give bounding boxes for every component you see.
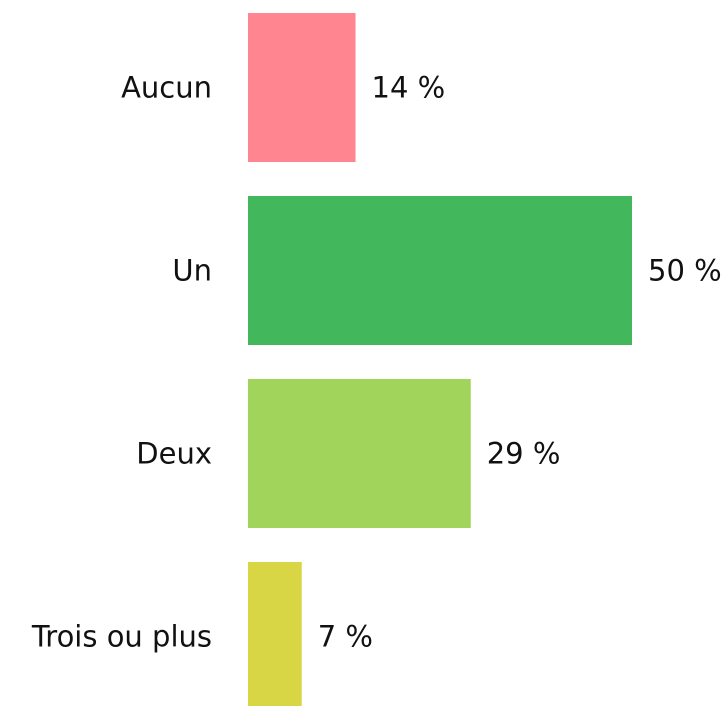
bar [248, 196, 632, 345]
bar [248, 379, 471, 528]
category-label: Trois ou plus [31, 620, 212, 654]
value-label: 29 % [487, 437, 561, 471]
value-label: 50 % [648, 254, 722, 288]
category-label: Aucun [121, 71, 212, 105]
value-label: 14 % [372, 71, 446, 105]
category-label: Deux [136, 437, 212, 471]
value-label: 7 % [318, 620, 373, 654]
bar [248, 13, 356, 162]
category-label: Un [172, 254, 212, 288]
bar [248, 562, 302, 706]
